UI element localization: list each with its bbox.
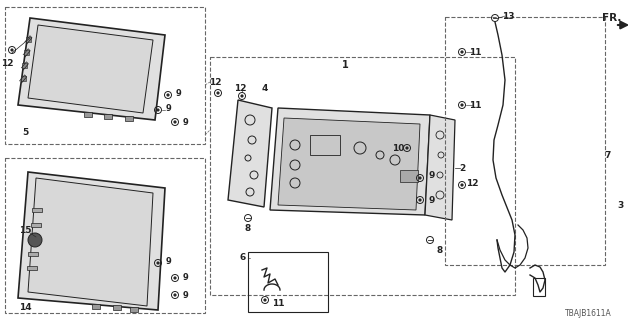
Text: 4: 4: [262, 84, 268, 92]
Polygon shape: [278, 118, 420, 210]
Circle shape: [11, 49, 13, 51]
Circle shape: [461, 104, 463, 106]
Bar: [29, 237, 40, 241]
Bar: [22, 63, 28, 68]
Bar: [5, 7, 205, 144]
Polygon shape: [28, 178, 153, 306]
Polygon shape: [28, 25, 153, 113]
Polygon shape: [425, 115, 455, 220]
Bar: [92, 304, 100, 308]
Bar: [248, 252, 328, 312]
Polygon shape: [18, 18, 165, 120]
Bar: [113, 305, 121, 310]
Circle shape: [241, 95, 243, 97]
Bar: [400, 170, 418, 182]
Circle shape: [174, 121, 176, 123]
Text: 9: 9: [429, 196, 435, 204]
Bar: [83, 111, 92, 116]
Bar: [26, 37, 31, 42]
Text: TBAJB1611A: TBAJB1611A: [565, 308, 612, 317]
Text: 14: 14: [19, 303, 31, 313]
Text: 1: 1: [342, 60, 348, 70]
Text: 9: 9: [182, 274, 188, 283]
Bar: [32, 208, 42, 212]
Circle shape: [461, 51, 463, 53]
Bar: [130, 307, 138, 312]
Text: 9: 9: [429, 171, 435, 180]
Circle shape: [461, 184, 463, 186]
Text: 2: 2: [459, 164, 465, 172]
Circle shape: [28, 233, 42, 247]
Bar: [125, 116, 132, 121]
Bar: [310, 135, 340, 155]
Bar: [445, 17, 605, 265]
Polygon shape: [18, 172, 165, 310]
Circle shape: [157, 109, 159, 111]
Circle shape: [264, 299, 266, 301]
Bar: [31, 223, 40, 227]
Bar: [104, 114, 112, 119]
Bar: [533, 278, 545, 296]
Circle shape: [174, 277, 176, 279]
Text: 5: 5: [22, 127, 28, 137]
Text: 9: 9: [182, 117, 188, 126]
Text: 9: 9: [175, 89, 181, 98]
Text: 7: 7: [605, 150, 611, 159]
Circle shape: [406, 147, 408, 149]
Text: 6: 6: [240, 253, 246, 262]
Text: 15: 15: [19, 226, 31, 235]
Polygon shape: [228, 100, 272, 207]
Circle shape: [174, 294, 176, 296]
Text: 9: 9: [182, 291, 188, 300]
Text: 8: 8: [437, 245, 443, 254]
Text: 13: 13: [502, 12, 515, 20]
Circle shape: [167, 94, 169, 96]
Circle shape: [157, 262, 159, 264]
Bar: [27, 266, 37, 270]
Circle shape: [419, 199, 421, 201]
Text: 3: 3: [617, 201, 623, 210]
Text: 11: 11: [272, 299, 284, 308]
Text: 11: 11: [468, 100, 481, 109]
Text: 10: 10: [392, 143, 404, 153]
Bar: [24, 50, 29, 55]
Circle shape: [217, 92, 220, 94]
Text: 11: 11: [468, 47, 481, 57]
Polygon shape: [270, 108, 430, 215]
Bar: [20, 76, 26, 81]
Text: 12: 12: [1, 59, 13, 68]
Text: 9: 9: [165, 103, 171, 113]
Bar: [210, 57, 515, 295]
Text: FR.: FR.: [602, 13, 621, 23]
Text: 8: 8: [245, 223, 251, 233]
Circle shape: [419, 177, 421, 179]
Text: 12: 12: [234, 84, 246, 92]
Bar: [5, 158, 205, 313]
Text: 9: 9: [165, 258, 171, 267]
Text: 12: 12: [466, 179, 478, 188]
Bar: [28, 252, 38, 256]
Text: 12: 12: [209, 77, 221, 86]
